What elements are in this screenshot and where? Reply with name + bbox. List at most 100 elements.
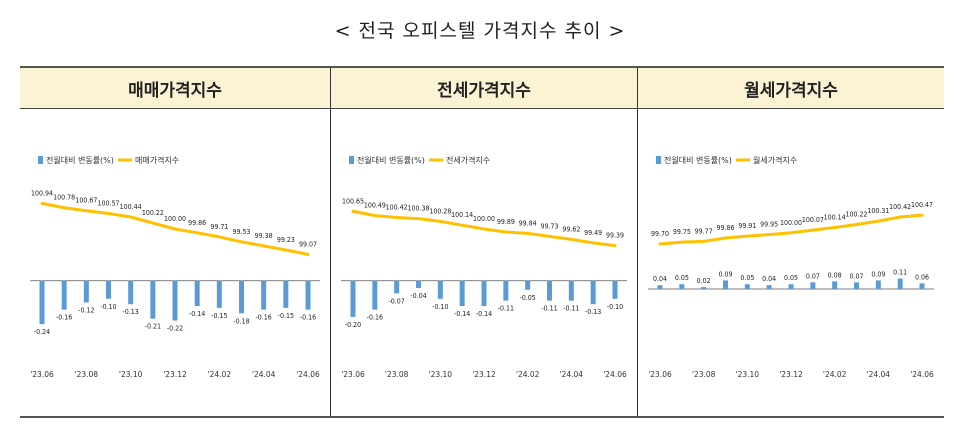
index-label: 99.07 bbox=[299, 240, 317, 248]
change-label: -0.07 bbox=[389, 297, 405, 305]
x-tick-label: '23.08 bbox=[692, 370, 716, 379]
change-label: -0.16 bbox=[300, 314, 316, 322]
index-label: 100.38 bbox=[407, 205, 429, 213]
page-title: < 전국 오피스텔 가격지수 추이 > bbox=[334, 20, 626, 42]
change-label: -0.13 bbox=[585, 308, 601, 316]
change-label: -0.14 bbox=[476, 310, 492, 318]
change-bar bbox=[503, 280, 509, 301]
change-label: -0.14 bbox=[189, 310, 205, 318]
change-label: 0.04 bbox=[762, 275, 776, 283]
change-label: -0.11 bbox=[563, 305, 579, 313]
x-tick-label: '24.02 bbox=[516, 370, 540, 379]
index-label: 99.39 bbox=[606, 232, 624, 240]
x-tick-label: '24.02 bbox=[208, 370, 232, 379]
index-label: 100.14 bbox=[451, 211, 473, 219]
x-tick-label: '24.04 bbox=[252, 370, 276, 379]
index-label: 100.00 bbox=[164, 215, 186, 223]
change-bar bbox=[766, 285, 772, 289]
change-bar bbox=[854, 282, 859, 289]
change-bar bbox=[106, 280, 111, 299]
index-label: 100.57 bbox=[97, 199, 119, 207]
x-tick-label: '23.10 bbox=[429, 370, 453, 379]
x-tick-label: '23.08 bbox=[75, 370, 99, 379]
change-bar bbox=[897, 278, 903, 289]
change-bar bbox=[701, 287, 707, 289]
index-line bbox=[658, 213, 924, 246]
index-label: 99.89 bbox=[497, 218, 515, 226]
change-bar bbox=[172, 280, 178, 321]
x-tick-label: '23.06 bbox=[341, 370, 365, 379]
index-label: 99.73 bbox=[540, 222, 558, 230]
panel-jeonse-title: 전세가격지수 bbox=[331, 68, 637, 109]
change-label: -0.22 bbox=[167, 325, 183, 333]
change-label: 0.08 bbox=[828, 271, 842, 279]
index-line bbox=[40, 201, 310, 256]
change-bar bbox=[128, 280, 134, 305]
change-bar bbox=[919, 283, 925, 289]
x-tick-label: '24.06 bbox=[296, 370, 320, 379]
x-tick-label: '23.06 bbox=[30, 370, 54, 379]
sale-price-chart: 전월대비 변동률(%) 매매가격지수 -0.24 -0.16 -0.12 -0.10 -0.… bbox=[30, 155, 320, 379]
change-bar bbox=[216, 280, 222, 308]
index-label: 100.94 bbox=[31, 189, 53, 197]
change-bar bbox=[61, 280, 67, 310]
change-label: -0.10 bbox=[607, 303, 623, 311]
change-bar bbox=[657, 285, 663, 289]
index-label: 99.49 bbox=[584, 229, 602, 237]
legend-bar-swatch bbox=[38, 156, 43, 164]
change-bar bbox=[261, 280, 267, 310]
index-label: 99.53 bbox=[232, 228, 250, 236]
x-tick-label: '24.04 bbox=[560, 370, 584, 379]
change-label: -0.12 bbox=[78, 306, 94, 314]
change-label: -0.16 bbox=[256, 314, 272, 322]
index-label: 100.14 bbox=[824, 214, 846, 222]
change-bar bbox=[350, 280, 356, 317]
index-label: 100.67 bbox=[75, 197, 97, 205]
x-tick-label: '23.10 bbox=[119, 370, 143, 379]
x-tick-label: '23.06 bbox=[648, 370, 672, 379]
change-bar bbox=[83, 280, 89, 303]
change-label: -0.14 bbox=[454, 310, 470, 318]
index-label: 100.42 bbox=[386, 204, 408, 212]
index-label: 99.71 bbox=[210, 223, 228, 231]
index-label: 100.31 bbox=[867, 207, 889, 215]
index-label: 99.86 bbox=[716, 224, 734, 232]
change-bar bbox=[568, 280, 574, 301]
change-bar bbox=[283, 280, 289, 308]
change-label: 0.04 bbox=[653, 275, 667, 283]
panel-jeonse: 전세가격지수 전월대비 변동률(%) 전세가격지수 -0.20 -0.16 -0.07-… bbox=[330, 68, 638, 416]
change-label: -0.18 bbox=[233, 317, 249, 325]
change-label: -0.11 bbox=[541, 305, 557, 313]
change-bar bbox=[459, 280, 465, 307]
change-bar bbox=[723, 280, 728, 289]
change-label: 0.06 bbox=[915, 273, 929, 281]
index-label: 100.65 bbox=[342, 197, 364, 205]
change-label: -0.15 bbox=[278, 312, 294, 320]
index-label: 99.62 bbox=[562, 225, 580, 233]
change-label: -0.10 bbox=[432, 303, 448, 311]
legend-bar-label: 전월대비 변동률(%) bbox=[664, 155, 732, 165]
legend-bar-label: 전월대비 변동률(%) bbox=[357, 155, 425, 165]
change-label: -0.11 bbox=[498, 305, 514, 313]
change-label: 0.02 bbox=[697, 277, 711, 285]
panel-monthly-rent: 월세가격지수 전월대비 변동률(%) 월세가격지수 0.04 0.05 0.02 0.09… bbox=[638, 68, 944, 416]
change-bar bbox=[394, 280, 400, 294]
index-label: 100.22 bbox=[845, 211, 867, 219]
index-label: 99.86 bbox=[188, 219, 206, 227]
index-label: 100.78 bbox=[53, 194, 75, 202]
x-tick-label: '23.12 bbox=[779, 370, 803, 379]
index-label: 99.84 bbox=[519, 219, 537, 227]
index-label: 100.44 bbox=[120, 203, 142, 211]
legend-line-label: 전세가격지수 bbox=[446, 155, 490, 165]
index-label: 100.00 bbox=[780, 219, 802, 227]
change-label: 0.07 bbox=[849, 272, 863, 280]
change-bar bbox=[416, 280, 421, 288]
panel-sale: 매매가격지수 전월대비 변동률(%) 매매가격지수 -0.24 -0.16 -0.12-… bbox=[20, 68, 330, 416]
change-label: -0.05 bbox=[520, 294, 536, 302]
change-label: 0.05 bbox=[784, 274, 798, 282]
legend-bar-swatch bbox=[656, 156, 661, 164]
change-bar bbox=[150, 280, 156, 319]
change-label: -0.16 bbox=[367, 314, 383, 322]
change-bar bbox=[194, 280, 200, 307]
legend-bar-label: 전월대비 변동률(%) bbox=[46, 155, 114, 165]
